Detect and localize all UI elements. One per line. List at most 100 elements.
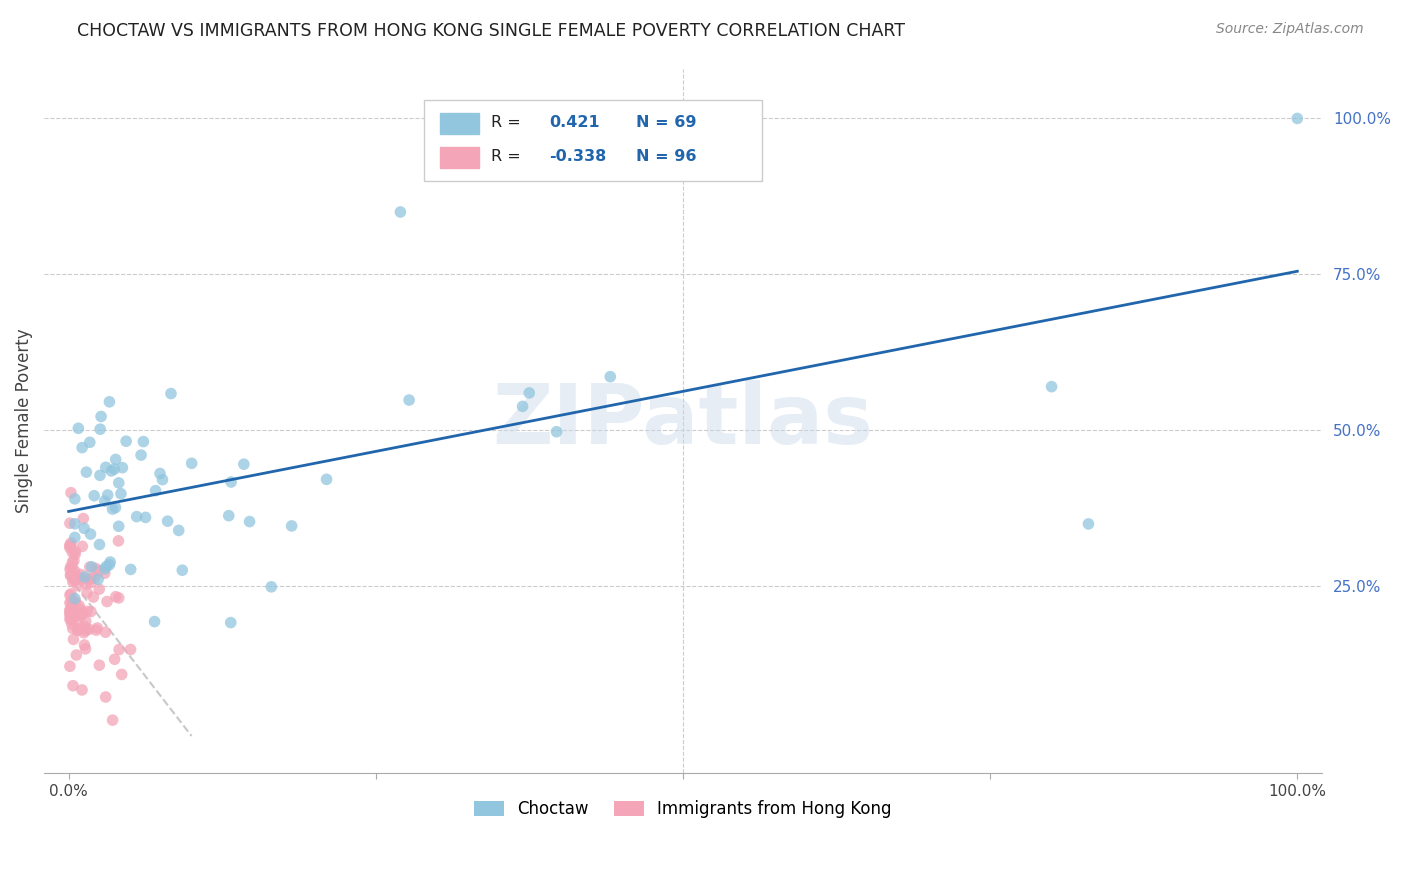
Point (89, 537, 111, 551)
Point (60, 560, 83, 574)
Point (70, 441, 93, 455)
Point (75, 624, 97, 638)
Point (59, 612, 82, 626)
Point (89, 582, 111, 596)
Point (599, 369, 621, 384)
Text: R =: R = (491, 115, 522, 130)
Point (101, 502, 124, 516)
Point (59, 568, 82, 582)
Point (59, 559, 82, 574)
Point (94, 625, 117, 640)
Point (1286, 112, 1309, 126)
Point (87, 572, 110, 586)
Point (75, 614, 97, 628)
Point (67, 421, 90, 435)
Point (89, 468, 111, 483)
Point (398, 392, 420, 407)
Point (79, 575, 101, 590)
Point (156, 514, 179, 528)
Point (129, 448, 152, 462)
Point (60, 545, 83, 559)
Point (70, 608, 93, 623)
Point (98, 394, 121, 409)
Point (125, 509, 148, 524)
Point (70, 603, 93, 617)
Point (232, 457, 254, 471)
Point (59, 538, 82, 552)
Point (149, 467, 172, 481)
Point (132, 434, 155, 449)
Text: N = 69: N = 69 (636, 115, 696, 130)
Point (72, 539, 94, 553)
Point (70, 683, 93, 698)
Point (76, 604, 98, 618)
Point (75, 577, 97, 591)
Point (219, 475, 242, 489)
Point (100, 464, 122, 478)
Point (63, 530, 86, 544)
Point (59, 516, 82, 531)
Point (79, 560, 101, 574)
Point (115, 434, 138, 449)
Text: -0.338: -0.338 (548, 149, 606, 164)
Point (79, 435, 101, 450)
Point (62, 574, 84, 589)
Point (76, 572, 98, 586)
Point (180, 456, 202, 470)
Point (59, 606, 82, 620)
Point (172, 563, 194, 577)
Point (59, 659, 82, 673)
Text: 0.421: 0.421 (548, 115, 599, 130)
Point (84, 623, 107, 637)
Text: CHOCTAW VS IMMIGRANTS FROM HONG KONG SINGLE FEMALE POVERTY CORRELATION CHART: CHOCTAW VS IMMIGRANTS FROM HONG KONG SIN… (77, 22, 905, 40)
Point (83, 571, 105, 585)
Point (62, 632, 84, 647)
Point (60, 609, 83, 624)
Point (111, 667, 134, 681)
Point (59, 541, 82, 555)
Point (110, 486, 132, 500)
Point (94, 460, 117, 475)
Bar (440, 113, 478, 134)
Point (98, 558, 121, 572)
Point (59, 603, 82, 617)
Point (73, 638, 96, 652)
Point (59, 562, 82, 576)
Point (62, 555, 84, 569)
Point (96, 559, 118, 574)
Point (160, 386, 183, 401)
Point (98, 555, 121, 569)
Point (65, 648, 87, 662)
Point (62, 622, 84, 636)
Point (66, 615, 89, 630)
Point (67, 623, 90, 637)
Point (62, 571, 84, 585)
Point (77, 623, 100, 637)
Point (260, 580, 283, 594)
Point (80, 559, 103, 574)
Point (59, 596, 82, 610)
Point (90, 409, 112, 424)
Point (111, 460, 134, 475)
Point (218, 508, 240, 523)
Point (65, 607, 87, 622)
Point (83, 489, 105, 503)
Point (63, 491, 86, 506)
Point (75, 465, 97, 479)
Point (59, 607, 82, 622)
Point (97, 488, 120, 502)
Point (59, 539, 82, 553)
Point (79, 527, 101, 541)
Point (65, 595, 87, 609)
Point (145, 483, 167, 498)
Point (59, 485, 82, 500)
Point (1077, 516, 1099, 531)
Point (66, 624, 89, 638)
Point (86, 621, 108, 635)
Point (94, 690, 117, 704)
Point (107, 533, 129, 548)
Point (104, 500, 127, 515)
Text: Source: ZipAtlas.com: Source: ZipAtlas.com (1216, 22, 1364, 37)
Point (67, 622, 90, 636)
Point (167, 524, 190, 538)
